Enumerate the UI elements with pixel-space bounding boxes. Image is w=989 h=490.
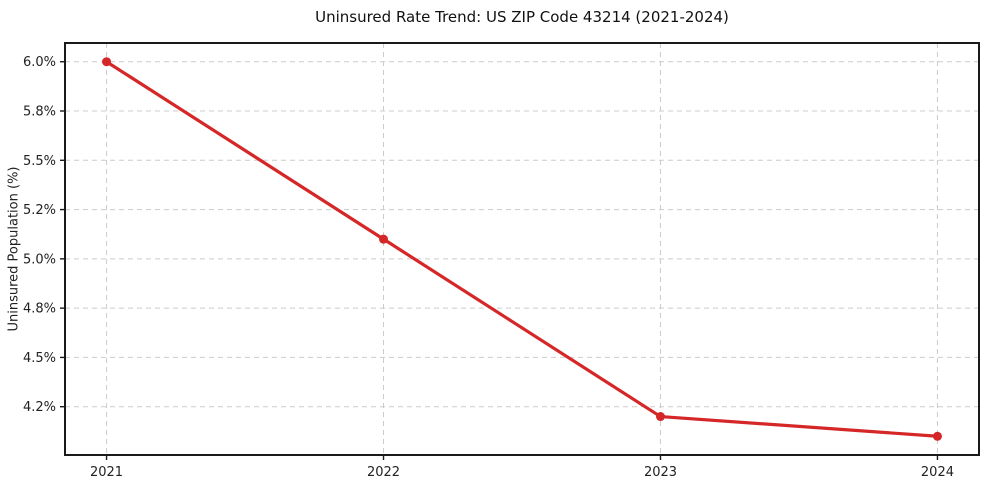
trend-line xyxy=(104,60,940,438)
y-tick-label: 4.5% xyxy=(23,351,56,366)
plot-border xyxy=(64,42,980,456)
y-tick-label: 6.0% xyxy=(23,55,56,70)
y-tick-label: 4.8% xyxy=(23,302,56,317)
x-tick-label: 2024 xyxy=(921,465,954,480)
y-tick-label: 5.5% xyxy=(23,154,56,169)
y-tick-label: 5.8% xyxy=(23,105,56,120)
data-point-marker xyxy=(379,234,389,244)
y-tick-label: 5.0% xyxy=(23,252,56,267)
y-tick-label: 4.2% xyxy=(23,400,56,415)
x-tick-label: 2023 xyxy=(644,465,677,480)
data-point-marker xyxy=(655,412,665,422)
x-tick-label: 2021 xyxy=(90,465,123,480)
chart-title: Uninsured Rate Trend: US ZIP Code 43214 … xyxy=(315,8,729,26)
x-tick-label: 2022 xyxy=(367,465,400,480)
data-point-marker xyxy=(932,431,942,441)
data-point-marker xyxy=(102,57,112,67)
y-tick-label: 5.2% xyxy=(23,203,56,218)
